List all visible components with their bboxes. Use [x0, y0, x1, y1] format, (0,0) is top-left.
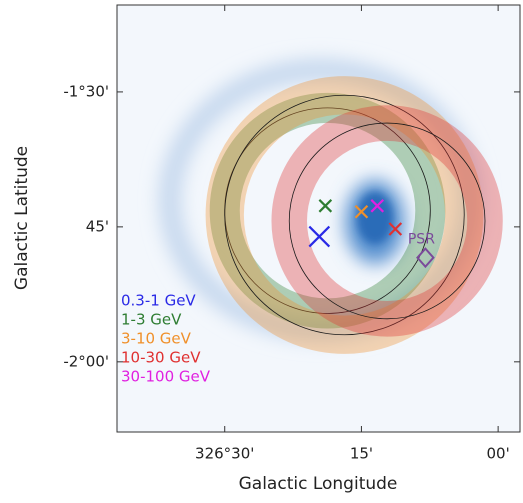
x-axis-title: Galactic Longitude — [239, 474, 398, 494]
chart: Galactic Longitude Galactic Latitude 326… — [0, 0, 523, 499]
legend-label: 10-30 GeV — [121, 349, 201, 367]
x-tick-label: 326°30' — [195, 445, 254, 463]
legend-label: 3-10 GeV — [121, 330, 192, 348]
y-tick-label: 45' — [86, 217, 109, 235]
y-tick-label: -1°30' — [63, 82, 109, 100]
y-tick-label: -2°00' — [63, 352, 109, 370]
psr-label: PSR — [408, 232, 435, 248]
y-axis-title: Galactic Latitude — [12, 146, 32, 290]
legend-label: 30-100 GeV — [121, 368, 211, 386]
x-tick-label: 15' — [350, 445, 373, 463]
x-tick-label: 00' — [487, 445, 510, 463]
legend-label: 0.3-1 GeV — [121, 292, 196, 310]
legend-label: 1-3 GeV — [121, 311, 182, 329]
